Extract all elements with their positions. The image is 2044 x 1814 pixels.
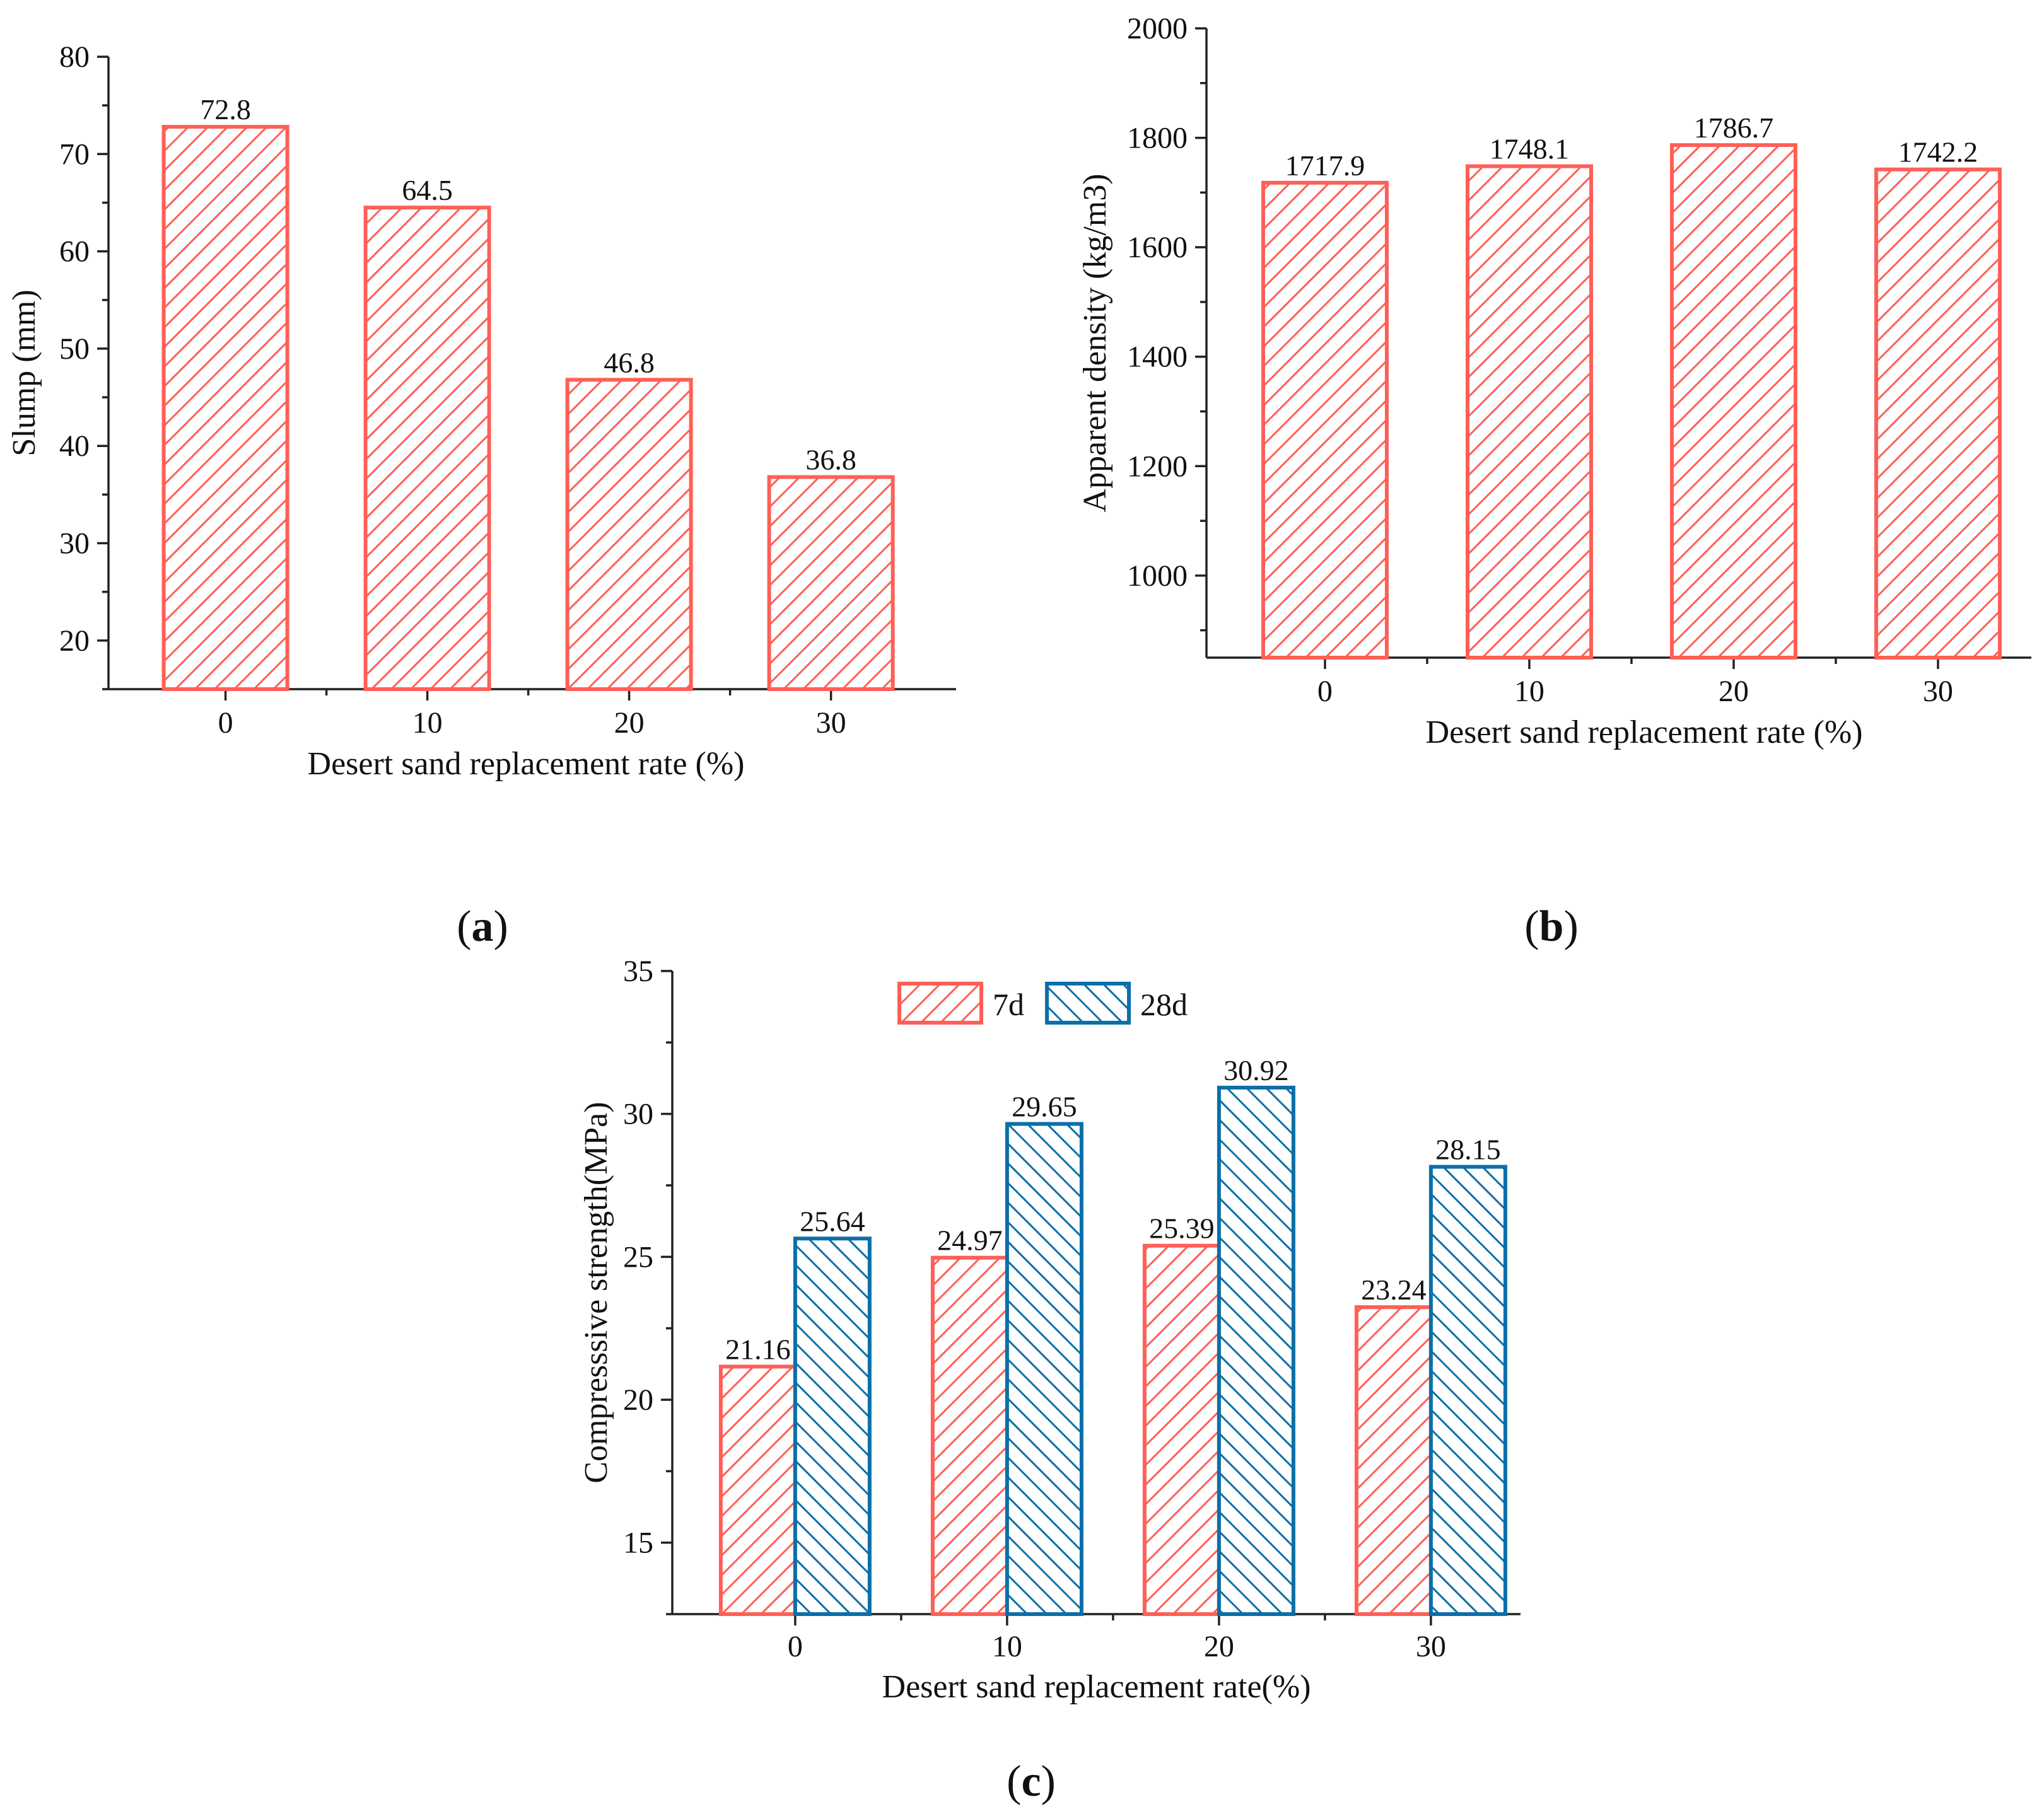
y-tick-label: 60: [59, 235, 90, 269]
bar-apparent-density: [1465, 164, 1593, 660]
y-tick-label: 20: [59, 624, 90, 658]
bar-slump: [363, 206, 491, 691]
data-label: 24.97: [937, 1224, 1003, 1257]
x-tick-label: 10: [1514, 675, 1545, 708]
data-label: 1786.7: [1694, 112, 1774, 144]
data-label: 23.24: [1361, 1274, 1427, 1306]
bar-apparent-density: [1261, 180, 1389, 660]
data-label: 1742.2: [1898, 136, 1978, 168]
bar-28d: [1428, 1165, 1507, 1616]
x-tick-label: 20: [1204, 1630, 1234, 1663]
x-tick-label: 30: [1416, 1630, 1446, 1663]
x-tick-label: 30: [1923, 675, 1953, 708]
data-label: 36.8: [805, 444, 856, 476]
y-tick-label: 30: [59, 527, 90, 561]
data-label: 25.39: [1149, 1212, 1215, 1245]
data-label: 30.92: [1223, 1054, 1289, 1086]
y-tick-label: 1800: [1127, 122, 1188, 155]
legend-swatch-7d: [897, 982, 983, 1025]
y-tick-label: 2000: [1127, 12, 1188, 45]
data-label: 46.8: [604, 346, 655, 378]
panel-label-c: (c): [1007, 1757, 1056, 1806]
y-tick-label: 40: [59, 429, 90, 463]
y-tick-label: 1400: [1127, 340, 1188, 374]
y-axis-title: Slump (mm): [6, 289, 42, 456]
bar-apparent-density: [1874, 167, 2002, 660]
chart-compressive-strength: 15 20 25 30 35 0 21.16 25.64 10 24.97 29.65 20 25.39…: [578, 955, 1521, 1705]
data-label: 29.65: [1012, 1091, 1077, 1123]
legend: 7d 28d: [897, 982, 1188, 1025]
data-label: 64.5: [402, 174, 453, 206]
y-tick-label: 15: [623, 1526, 653, 1560]
data-label: 28.15: [1435, 1134, 1501, 1166]
legend-swatch-28d: [1045, 982, 1131, 1025]
bar-7d: [930, 1255, 1009, 1616]
y-tick-label: 1600: [1127, 231, 1188, 264]
x-tick-label: 20: [1719, 675, 1749, 708]
bar-7d: [1142, 1243, 1221, 1616]
panel-label-b: (b): [1524, 902, 1579, 951]
y-axis-title: Compresssive strength(MPa): [578, 1102, 614, 1483]
x-tick-label: 10: [992, 1630, 1022, 1663]
y-tick-label: 30: [623, 1098, 653, 1131]
x-tick-label: 30: [816, 706, 846, 740]
x-axis-title: Desert sand replacement rate(%): [882, 1669, 1311, 1705]
bar-28d: [1217, 1085, 1295, 1616]
bar-7d: [1354, 1305, 1433, 1617]
legend-label-7d: 7d: [993, 987, 1024, 1022]
panel-label-a: (a): [457, 902, 508, 951]
data-label: 72.8: [200, 93, 251, 125]
x-tick-label: 0: [218, 706, 233, 740]
x-tick-label: 20: [614, 706, 645, 740]
y-tick-label: 25: [623, 1240, 653, 1274]
chart-slump: 20 30 40 50 60 70 80 0 72.8 10 64.5 20 46.8 30 36.8 Des…: [6, 40, 956, 782]
bar-7d: [718, 1364, 797, 1616]
x-tick-label: 10: [412, 706, 443, 740]
data-label: 21.16: [725, 1333, 791, 1365]
data-label: 1748.1: [1490, 133, 1570, 165]
y-tick-label: 50: [59, 332, 90, 366]
x-tick-label: 0: [788, 1630, 803, 1663]
bar-slump: [161, 125, 289, 691]
x-tick-label: 0: [1317, 675, 1333, 708]
bar-28d: [793, 1236, 872, 1616]
data-label: 25.64: [800, 1205, 865, 1237]
y-tick-label: 80: [59, 40, 90, 74]
y-tick-label: 1000: [1127, 559, 1188, 593]
x-axis-title: Desert sand replacement rate (%): [1426, 714, 1863, 750]
chart-apparent-density: 1000 1200 1400 1600 1800 2000 0 1717.9 10 1748.1 2…: [1077, 12, 2031, 750]
y-tick-label: 35: [623, 955, 653, 988]
data-label: 1717.9: [1285, 149, 1365, 182]
legend-label-28d: 28d: [1140, 987, 1188, 1022]
y-tick-label: 1200: [1127, 450, 1188, 483]
bar-28d: [1005, 1122, 1083, 1616]
y-axis-title: Apparent density (kg/m3): [1077, 173, 1113, 512]
x-axis-title: Desert sand replacement rate (%): [308, 746, 745, 782]
bar-apparent-density: [1669, 143, 1797, 660]
y-tick-label: 20: [623, 1383, 653, 1417]
bar-slump: [767, 475, 895, 692]
y-tick-label: 70: [59, 137, 90, 171]
bar-slump: [565, 378, 693, 691]
